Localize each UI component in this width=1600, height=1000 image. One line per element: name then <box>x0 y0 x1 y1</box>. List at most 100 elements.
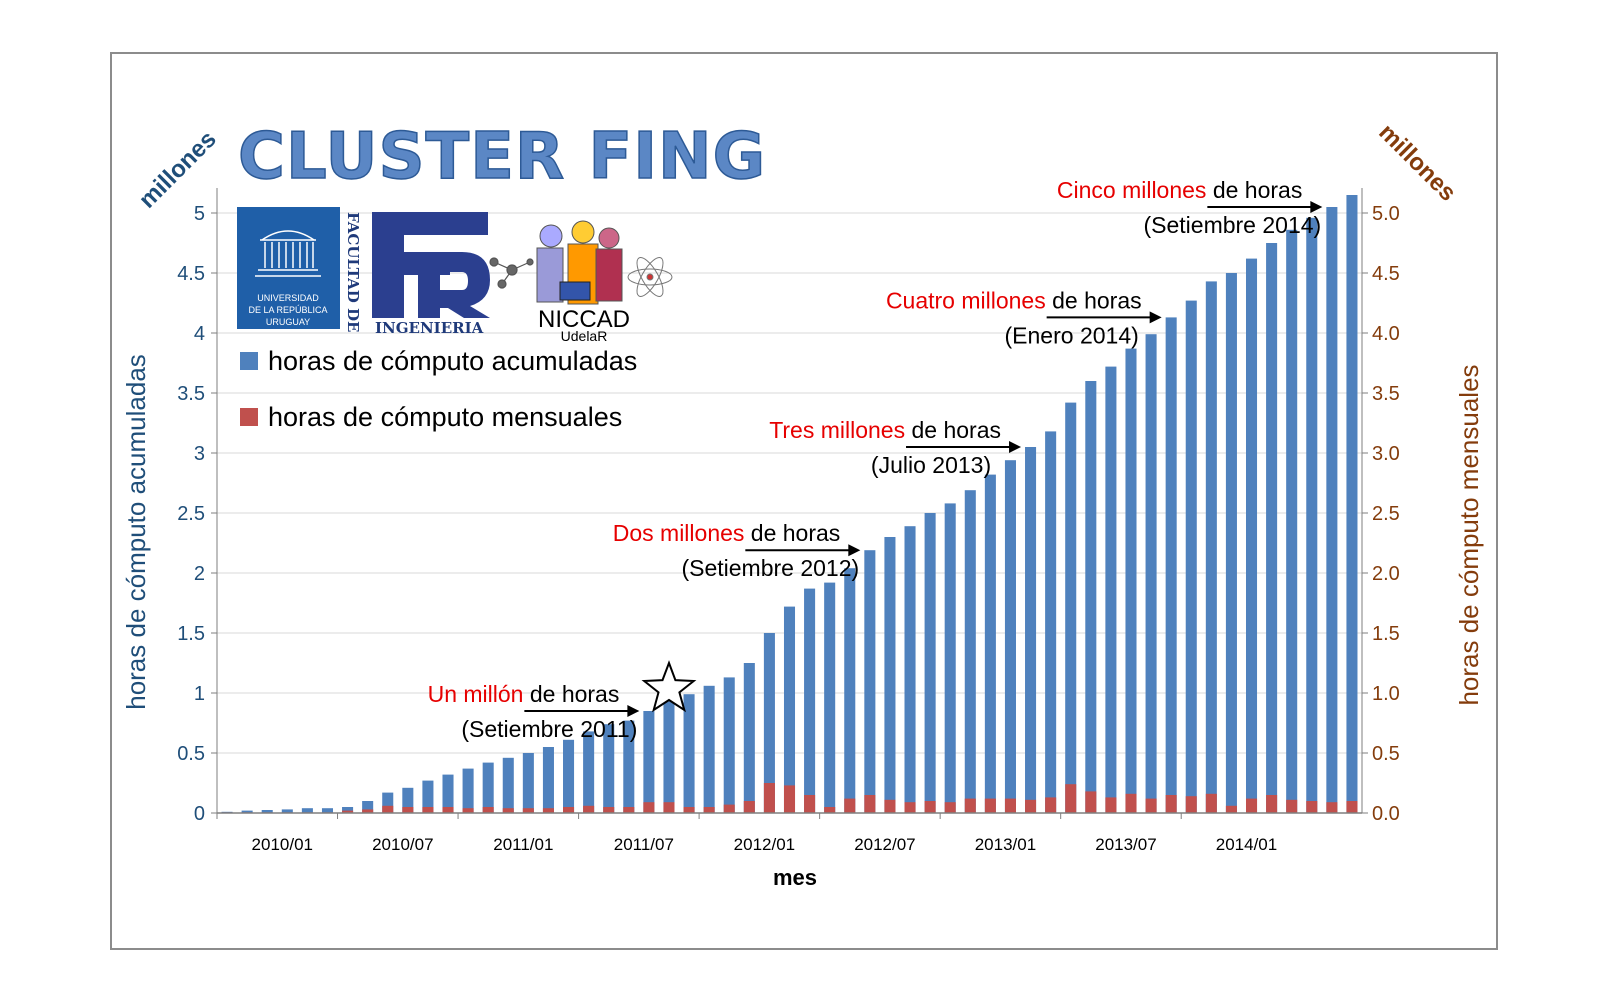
y-axis-left-unit: millones <box>134 126 222 214</box>
annotation-highlight: Dos millones <box>613 520 745 546</box>
annotation-date: (Setiembre 2012) <box>681 555 859 581</box>
tick-label-x: 2012/07 <box>854 835 915 854</box>
fing-logo: FACULTAD DE INGENIERIA <box>344 212 490 337</box>
bar-monthly <box>1145 798 1157 813</box>
tick-label-right: 0.5 <box>1372 743 1400 765</box>
bar-monthly <box>683 807 695 813</box>
annotation: Cuatro millones de horas (Enero 2014) <box>886 287 1162 348</box>
bar-monthly <box>583 805 595 813</box>
fing-bottom-text: INGENIERIA <box>375 319 484 337</box>
bar-monthly <box>382 805 394 813</box>
bar-monthly <box>342 810 354 813</box>
bar-monthly <box>563 807 575 813</box>
bar-monthly <box>1125 793 1137 813</box>
bar-monthly <box>904 802 916 813</box>
tick-label-x: 2012/01 <box>734 835 795 854</box>
annotation: Tres millones de horas (Julio 2013) <box>769 417 1022 478</box>
annotation-title: Cuatro millones de horas <box>886 287 1142 313</box>
bar-cumulative <box>542 747 554 813</box>
bar-monthly <box>663 802 675 813</box>
bar-cumulative <box>804 588 816 813</box>
chart-frame <box>110 52 1498 950</box>
bar-cumulative <box>563 739 575 813</box>
bar-cumulative <box>1045 431 1057 813</box>
bar-monthly <box>1225 805 1237 813</box>
annotation: Un millón de horas (Setiembre 2011) <box>428 681 640 742</box>
bar-cumulative <box>342 807 354 813</box>
bar-monthly <box>944 802 956 813</box>
tick-label-left: 2 <box>194 563 205 585</box>
bar-cumulative <box>422 780 434 813</box>
bar-cumulative <box>1306 217 1318 814</box>
bar-monthly <box>402 807 414 813</box>
bar-monthly <box>1346 801 1358 813</box>
bar-monthly <box>623 807 635 813</box>
bar-cumulative <box>703 685 715 813</box>
tick-label-x: 2013/01 <box>975 835 1036 854</box>
bar-cumulative <box>583 731 595 813</box>
people-icon <box>536 220 623 305</box>
legend-label-cumulative: horas de cómputo acumuladas <box>268 346 637 376</box>
bar-monthly <box>723 804 735 813</box>
annotation-rest: de horas <box>523 681 619 707</box>
bar-monthly <box>1165 795 1177 813</box>
bar-monthly <box>984 798 996 813</box>
bar-cumulative <box>301 808 313 813</box>
annotation-highlight: Un millón <box>428 681 524 707</box>
bar-monthly <box>522 808 534 813</box>
tick-label-left: 5 <box>194 203 205 225</box>
annotation-rest: de horas <box>905 417 1001 443</box>
annotation-date: (Julio 2013) <box>871 452 991 478</box>
bar-monthly <box>743 801 755 813</box>
bar-cumulative <box>261 810 273 813</box>
bar-cumulative <box>382 792 394 813</box>
bar-monthly <box>1286 799 1298 813</box>
tick-label-left: 0.5 <box>177 743 205 765</box>
bar-cumulative <box>522 753 534 813</box>
tick-label-x: 2014/01 <box>1216 835 1277 854</box>
bar-monthly <box>1045 797 1057 813</box>
bar-monthly <box>783 785 796 813</box>
bar-monthly <box>542 808 554 813</box>
chart-title-group: CLUSTER FING <box>237 119 766 195</box>
tick-label-right: 4.0 <box>1372 323 1400 345</box>
star-icon <box>641 660 697 713</box>
bar-monthly <box>804 795 816 813</box>
legend: horas de cómputo acumuladas horas de cóm… <box>240 346 637 432</box>
annotation-arrow-head <box>848 544 861 557</box>
bar-monthly <box>1004 798 1016 813</box>
bar-cumulative <box>984 474 996 813</box>
annotation-rest: de horas <box>1046 287 1142 313</box>
bar-cumulative <box>723 677 735 813</box>
tick-label-right: 1.0 <box>1372 683 1400 705</box>
annotation-arrow-head <box>1149 311 1162 324</box>
bar-monthly <box>482 807 494 813</box>
bar-cumulative <box>904 526 916 813</box>
bar-cumulative <box>603 724 615 813</box>
bar-cumulative <box>824 582 836 813</box>
bar-cumulative <box>944 503 956 813</box>
bar-monthly <box>422 807 434 813</box>
bar-cumulative <box>743 663 755 813</box>
bar-monthly <box>924 801 936 813</box>
bar-cumulative <box>321 808 334 813</box>
niccad-sub-text: UdelaR <box>561 328 608 344</box>
bar-cumulative <box>1004 460 1016 813</box>
annotation-arrow-head <box>1310 201 1323 213</box>
bar-cumulative <box>663 701 675 813</box>
annotation-title: Un millón de horas <box>428 681 620 707</box>
annotation: Cinco millones de horas (Setiembre 2014) <box>1057 177 1323 238</box>
annotations: Un millón de horas (Setiembre 2011) Dos mi… <box>428 177 1323 742</box>
bar-cumulative <box>1286 229 1298 814</box>
tick-label-left: 4 <box>194 323 205 345</box>
bar-monthly <box>1266 795 1278 813</box>
tick-label-right: 2.0 <box>1372 563 1400 585</box>
annotation-title: Dos millones de horas <box>613 520 841 546</box>
bar-cumulative <box>402 787 414 813</box>
tick-label-left: 1 <box>194 683 205 705</box>
bar-cumulative <box>1065 402 1077 813</box>
tick-label-x: 2011/01 <box>493 835 553 854</box>
annotation-date: (Enero 2014) <box>1005 322 1139 348</box>
bar-cumulative <box>924 513 936 813</box>
